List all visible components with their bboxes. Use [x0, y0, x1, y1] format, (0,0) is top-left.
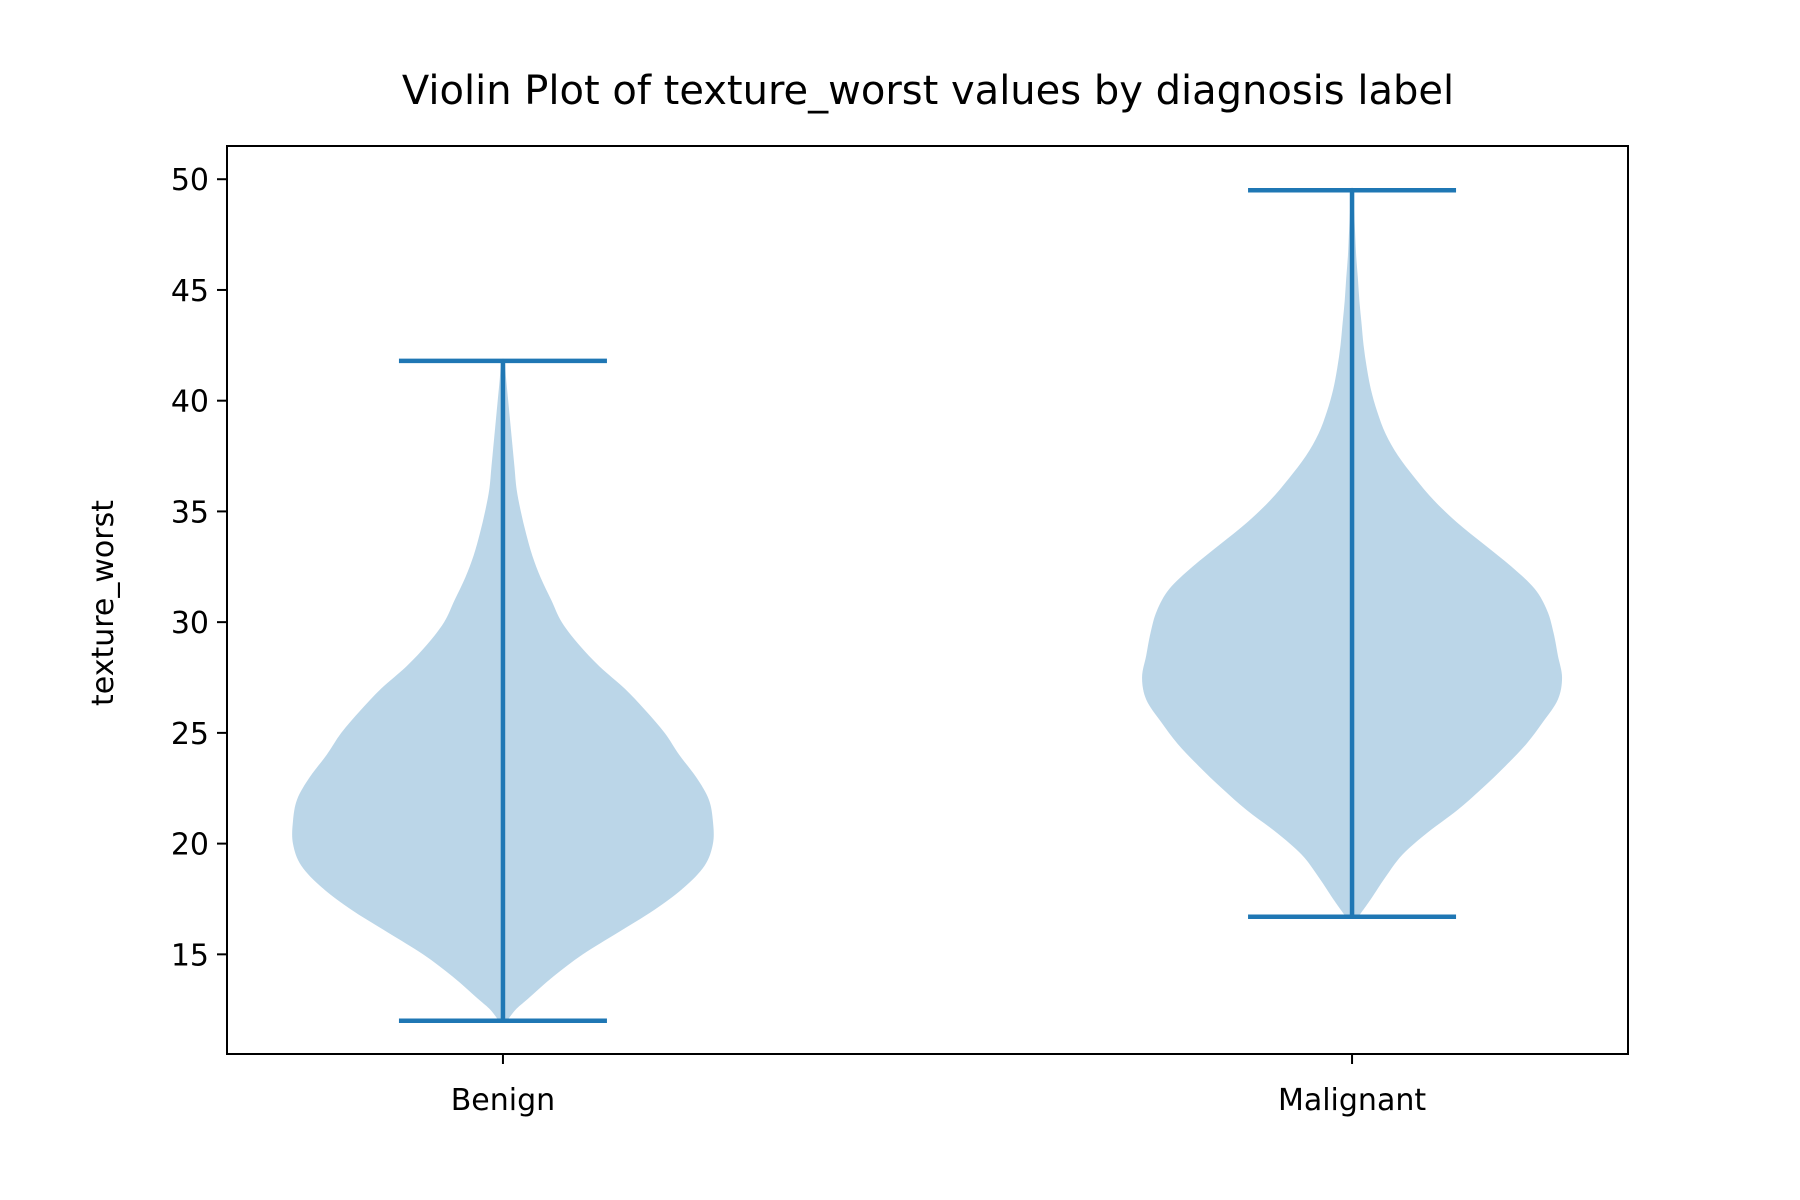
y-tick-label: 45 — [171, 274, 209, 309]
plot-area: 15 20 25 30 35 40 45 50 Benign Malignant — [171, 145, 1629, 1118]
y-tick-label: 30 — [171, 606, 209, 641]
chart-title: Violin Plot of texture_worst values by d… — [402, 68, 1454, 114]
y-tick-label: 15 — [171, 938, 209, 973]
x-tick-label-benign: Benign — [451, 1083, 555, 1118]
y-tick-label: 50 — [171, 163, 209, 198]
y-tick-label: 20 — [171, 828, 209, 863]
axes-frame — [226, 145, 1629, 1055]
y-axis-label: texture_worst — [86, 500, 121, 706]
y-tick-label: 35 — [171, 495, 209, 530]
x-tick-label-malignant: Malignant — [1278, 1083, 1426, 1118]
y-tick-label: 40 — [171, 385, 209, 420]
y-tick-label: 25 — [171, 717, 209, 752]
